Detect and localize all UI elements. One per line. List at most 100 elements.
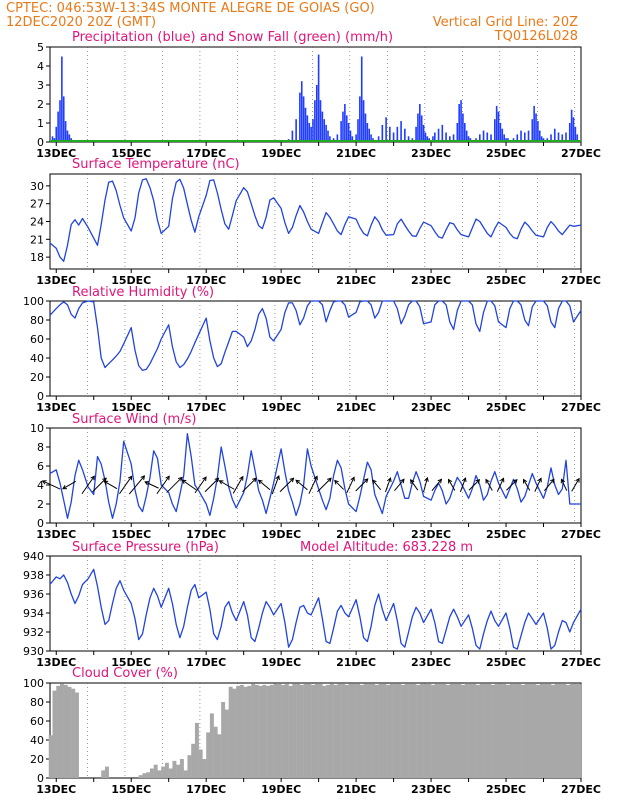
precip-bar	[537, 121, 539, 142]
cloud-bar	[337, 683, 342, 778]
cloud-bar	[341, 683, 346, 778]
wind-arrow-shaft	[128, 475, 145, 495]
x-tick-label: 15DEC	[111, 401, 151, 414]
precip-bar	[342, 111, 344, 142]
cloud-bar	[243, 686, 248, 778]
precip-bar	[351, 136, 354, 142]
precip-bar	[531, 119, 534, 142]
wind-arrow-head	[202, 476, 207, 482]
cloud-bar	[303, 683, 308, 778]
wind-arrow	[41, 480, 61, 490]
wind-arrow-shaft	[459, 477, 466, 493]
wind-arrow-head	[372, 479, 377, 485]
y-tick-label: 20	[30, 753, 44, 766]
cloud-bar	[457, 683, 462, 778]
precip-bar	[432, 136, 434, 142]
x-tick-label: 25DEC	[486, 274, 526, 287]
cloud-bar	[183, 770, 188, 778]
cloud-cover-title: Cloud Cover (%)	[72, 666, 178, 681]
precip-bar	[323, 119, 326, 142]
precip-bar	[497, 111, 500, 142]
cloud-cover-panel: Cloud Cover (%) 0 20 40 60 80 100 13DEC 15DEC 17…	[23, 666, 601, 796]
x-tick-label: 13DEC	[36, 528, 76, 541]
precip-bar	[368, 128, 371, 142]
plot-frame	[49, 427, 582, 524]
x-tick-label: 27DEC	[561, 147, 601, 160]
wind-arrow-shaft	[62, 480, 77, 490]
cloud-bar	[209, 713, 214, 778]
x-tick-label: 15DEC	[111, 656, 151, 669]
y-tick-label: 1	[37, 117, 44, 130]
wind-arrow	[355, 478, 369, 492]
precip-bar	[389, 126, 391, 142]
cloud-bar	[397, 683, 402, 778]
wind-arrow	[317, 477, 332, 493]
x-tick-label: 21DEC	[336, 401, 376, 414]
cloud-bar	[67, 686, 72, 778]
cloud-bar	[48, 735, 53, 778]
precip-bar	[315, 85, 318, 142]
cloud-bar	[577, 683, 582, 778]
precip-bar	[486, 132, 489, 142]
precip-bar	[460, 100, 462, 142]
cloud-bar	[412, 683, 417, 778]
wind-arrow-head	[437, 478, 443, 484]
cloud-bar	[359, 684, 364, 778]
y-tick-label: 40	[30, 734, 44, 747]
cloud-bar	[363, 683, 368, 778]
precip-bar	[520, 130, 522, 142]
y-tick-label: 27	[30, 198, 44, 211]
cloud-bar	[524, 683, 529, 778]
cloud-bar	[224, 709, 229, 778]
wind-arrow-shaft	[42, 480, 61, 490]
wind-arrow	[409, 478, 419, 491]
wind-arrow-head	[475, 479, 481, 484]
precip-bar	[424, 132, 427, 142]
header-model-id: TQ0126L028	[494, 29, 578, 44]
precip-bar	[426, 136, 429, 142]
wind-arrow	[81, 475, 95, 495]
humidity-title: Relative Humidity (%)	[72, 285, 214, 300]
cloud-bar	[172, 760, 177, 778]
cloud-bar	[517, 683, 522, 778]
wind-arrow	[128, 475, 146, 495]
cloud-bar	[266, 685, 271, 778]
plot-frame	[49, 173, 582, 270]
wind-arrow	[534, 477, 542, 492]
wind-arrow-shaft	[242, 477, 257, 493]
cloud-bar	[187, 755, 192, 778]
wind-arrow-shaft	[103, 480, 118, 490]
x-tick-label: 19DEC	[261, 783, 301, 796]
x-tick-label: 25DEC	[486, 656, 526, 669]
x-tick-label: 21DEC	[336, 656, 376, 669]
precip-bar	[385, 117, 387, 142]
cloud-bar	[284, 683, 289, 778]
precip-bar	[336, 134, 339, 142]
wind-panel: Surface Wind (m/s) 0 2 4 6 8 10 13DEC 15DEC 17DE…	[30, 412, 601, 541]
precip-bar	[355, 134, 357, 142]
precip-bar	[364, 113, 367, 142]
cloud-bar	[401, 684, 406, 778]
precipitation-panel: Precipitation (blue) and Snow Fall (gree…	[36, 30, 601, 160]
precip-bar	[377, 136, 380, 142]
wind-arrow-shaft	[355, 478, 369, 492]
cloud-bar	[206, 732, 211, 778]
cloud-bar	[161, 766, 166, 778]
cloud-bar	[386, 684, 391, 778]
wind-arrow-shaft	[182, 479, 197, 491]
wind-arrow	[119, 475, 133, 495]
precip-bar	[495, 105, 498, 142]
cloud-bar	[299, 684, 304, 778]
x-tick-label: 23DEC	[411, 147, 451, 160]
wind-arrow	[218, 480, 235, 490]
precip-bar	[360, 56, 363, 142]
precip-bar	[299, 92, 301, 142]
cloud-bar	[194, 722, 199, 778]
cloud-bar	[202, 759, 207, 778]
wind-arrow-head	[485, 478, 490, 484]
precip-bar	[404, 128, 406, 142]
precip-bar	[467, 136, 470, 142]
precip-bar	[437, 128, 440, 142]
x-tick-label: 15DEC	[111, 528, 151, 541]
